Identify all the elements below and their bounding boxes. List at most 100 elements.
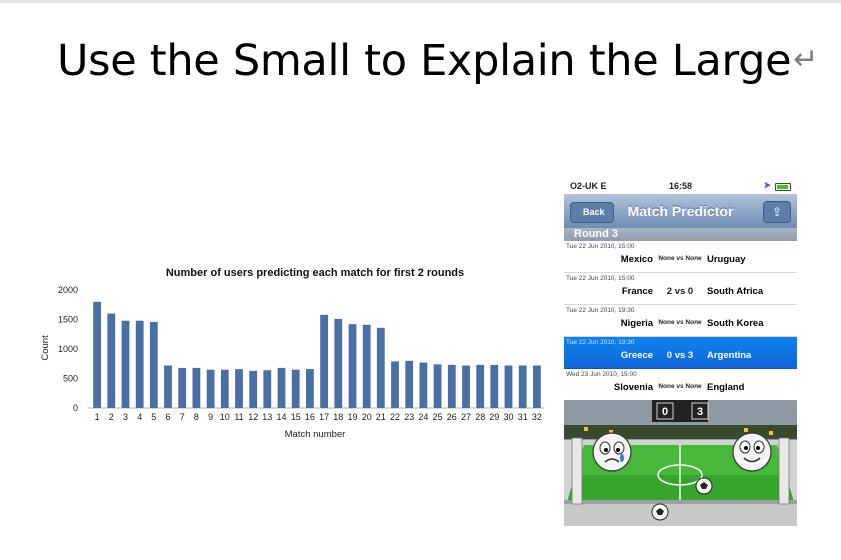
bar-match-2	[107, 313, 116, 408]
match-datetime: Tue 22 Jun 2010, 19:30	[566, 307, 635, 314]
sad-ball-character-icon	[592, 432, 632, 472]
x-tick-label: 16	[305, 412, 315, 422]
bar-match-10	[220, 369, 229, 408]
bar-match-28	[476, 364, 485, 408]
chart-title: Number of users predicting each match fo…	[166, 267, 464, 279]
carrier-label: O2-UK E	[570, 181, 607, 191]
x-tick-label: 29	[489, 412, 499, 422]
battery-icon	[775, 183, 791, 191]
home-team: Nigeria	[620, 318, 653, 329]
match-datetime: Tue 22 Jun 2010, 15:00	[566, 275, 635, 282]
bar-match-13	[263, 370, 272, 408]
x-tick-label: 30	[503, 412, 513, 422]
x-tick-label: 20	[362, 412, 372, 422]
x-tick-label: 11	[234, 412, 243, 422]
bar-match-11	[235, 369, 243, 408]
y-tick-label: 2000	[58, 285, 78, 295]
x-tick-label: 7	[180, 412, 185, 422]
happy-ball-character-icon	[732, 432, 772, 472]
x-tick-label: 21	[376, 412, 386, 422]
match-row[interactable]: Tue 22 Jun 2010, 15:00 Mexico None vs None…	[564, 241, 797, 273]
y-tick-label: 1000	[58, 344, 78, 354]
nav-title: Match Predictor	[627, 203, 734, 219]
bar-match-8	[192, 367, 201, 408]
bar-match-1	[93, 301, 101, 408]
match-datetime: Tue 22 Jun 2010, 19:30	[566, 339, 635, 346]
x-tick-label: 27	[461, 412, 471, 422]
bar-match-21	[376, 327, 385, 408]
bar-match-32	[533, 365, 541, 408]
y-tick-label: 500	[63, 374, 78, 384]
x-tick-label: 26	[447, 412, 457, 422]
home-score-board: 0	[662, 406, 668, 418]
section-header: Round 3	[564, 228, 797, 241]
x-tick-label: 24	[418, 412, 428, 422]
x-tick-label: 25	[433, 412, 443, 422]
away-team: South Africa	[707, 286, 764, 297]
bar-match-16	[306, 369, 314, 408]
x-tick-label: 2	[109, 412, 114, 422]
x-tick-label: 10	[220, 412, 230, 422]
bar-match-23	[405, 360, 414, 408]
home-team: Greece	[620, 350, 653, 361]
bar-match-18	[334, 318, 343, 408]
match-score: 0 vs 3	[666, 350, 694, 361]
match-row[interactable]: Tue 22 Jun 2010, 19:30 Greece 0 vs 3 Argent…	[564, 337, 797, 369]
x-tick-label: 22	[390, 412, 400, 422]
x-tick-label: 12	[248, 412, 258, 422]
back-button[interactable]: Back	[570, 202, 614, 223]
bar-chart: Number of users predicting each match fo…	[36, 262, 546, 442]
match-score: None vs None	[658, 255, 702, 262]
home-team: Slovenia	[613, 382, 653, 393]
slide-title: Use the Small to Explain the Large↵	[57, 36, 818, 86]
x-tick-label: 28	[475, 412, 485, 422]
x-tick-label: 1	[95, 412, 100, 422]
bar-match-17	[320, 314, 328, 408]
football-icon	[695, 477, 713, 495]
away-team: Uruguay	[707, 254, 746, 265]
clock-label: 16:58	[668, 181, 693, 191]
share-button[interactable]: ⇪	[763, 201, 791, 223]
top-divider	[0, 0, 841, 3]
match-row[interactable]: Tue 22 Jun 2010, 19:30 Nigeria None vs Non…	[564, 305, 797, 337]
bar-match-22	[391, 361, 399, 408]
x-tick-label: 14	[276, 412, 286, 422]
share-icon: ⇪	[771, 205, 783, 219]
x-tick-label: 31	[518, 412, 528, 422]
away-score-board: 3	[697, 406, 703, 418]
bar-match-3	[121, 320, 130, 408]
bar-match-7	[178, 367, 187, 408]
bar-match-12	[249, 370, 258, 408]
navigation-bar: Back Match Predictor ⇪	[564, 194, 797, 229]
home-team: Mexico	[620, 254, 653, 265]
bar-match-4	[135, 320, 144, 408]
x-tick-label: 3	[123, 412, 128, 422]
football-icon-2	[651, 503, 669, 521]
bar-match-6	[164, 365, 172, 408]
away-team: Argentina	[707, 350, 752, 361]
match-score: None vs None	[658, 319, 702, 326]
x-tick-label: 18	[333, 412, 343, 422]
away-team: England	[707, 382, 745, 393]
bar-match-15	[291, 369, 300, 408]
x-tick-label: 8	[194, 412, 199, 422]
match-row[interactable]: Wed 23 Jun 2010, 15:00 Slovenia None vs No…	[564, 369, 797, 401]
x-tick-label: 23	[404, 412, 414, 422]
bar-match-24	[419, 362, 428, 408]
x-tick-label: 9	[208, 412, 213, 422]
paragraph-mark-icon: ↵	[793, 42, 819, 77]
x-tick-label: 4	[137, 412, 142, 422]
bar-match-31	[518, 365, 527, 408]
bar-match-20	[362, 324, 371, 408]
match-row[interactable]: Tue 22 Jun 2010, 15:00 France 2 vs 0 South …	[564, 273, 797, 305]
x-tick-label: 15	[291, 412, 301, 422]
match-list: Tue 22 Jun 2010, 15:00 Mexico None vs None…	[564, 241, 797, 401]
stadium-illustration: 0 3	[564, 400, 797, 526]
match-datetime: Wed 23 Jun 2010, 15:00	[566, 371, 637, 378]
bar-chart-svg: Number of users predicting each match fo…	[40, 267, 544, 440]
y-tick-label: 1500	[58, 315, 78, 325]
match-datetime: Tue 22 Jun 2010, 15:00	[566, 243, 635, 250]
y-tick-label: 0	[73, 403, 78, 413]
bar-match-9	[206, 369, 215, 408]
match-score: None vs None	[658, 383, 702, 390]
